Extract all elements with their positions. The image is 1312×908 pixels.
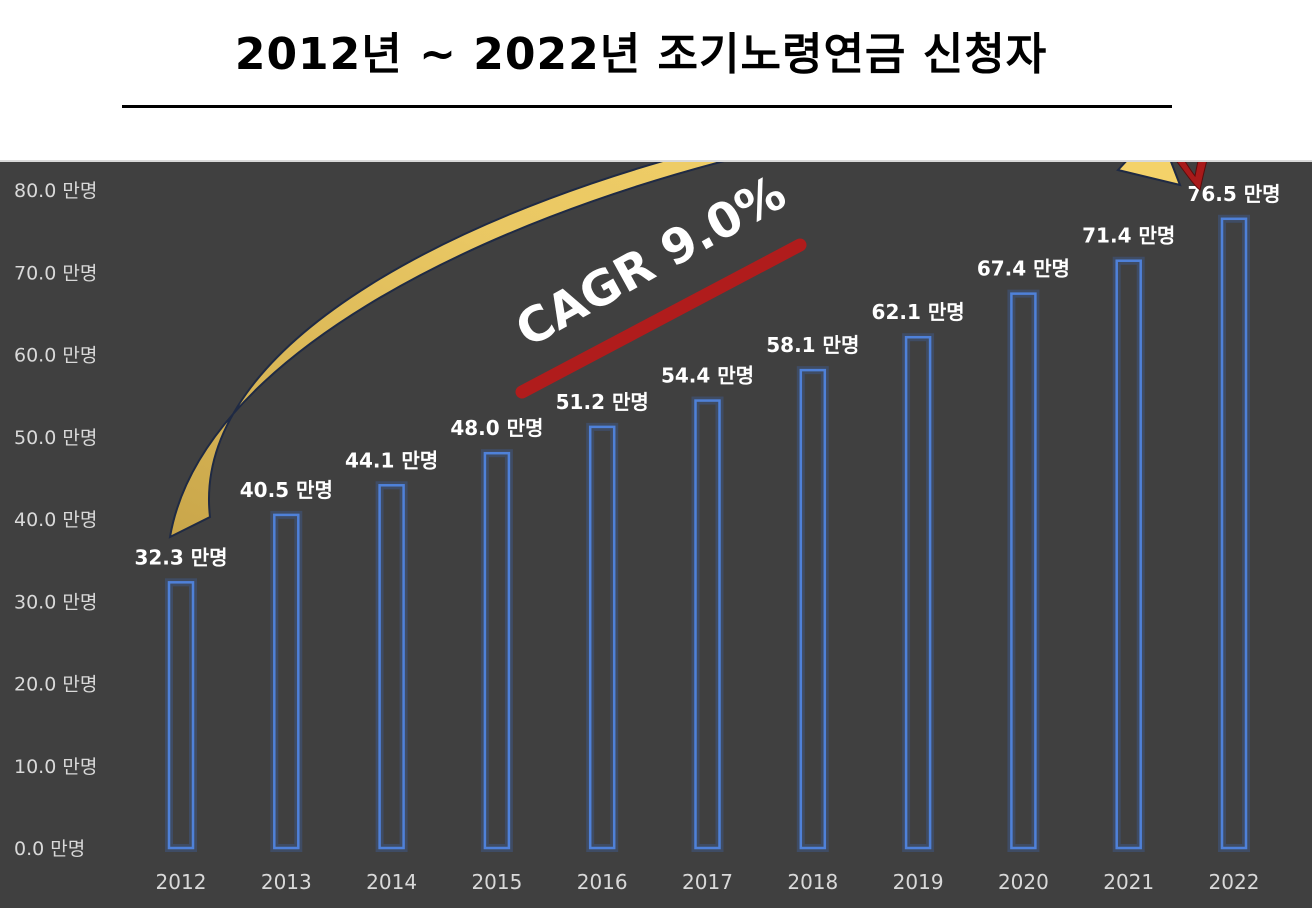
data-label: 48.0 만명 bbox=[450, 416, 543, 440]
bar-2018 bbox=[799, 368, 827, 850]
check-mark-icon bbox=[1176, 162, 1207, 191]
bar-2014 bbox=[378, 484, 405, 850]
data-label: 62.1 만명 bbox=[872, 300, 965, 324]
x-tick-label: 2020 bbox=[998, 870, 1049, 894]
data-labels: 32.3 만명 40.5 만명 44.1 만명 48.0 만명 51.2 만명 54.4 … bbox=[134, 182, 1280, 570]
chart-panel: 0.0 만명 10.0 만명 20.0 만명 30.0 만명 40.0 만명 50.0 만… bbox=[0, 160, 1312, 908]
bar-glow bbox=[480, 449, 513, 852]
y-axis: 0.0 만명 10.0 만명 20.0 만명 30.0 만명 40.0 만명 50.0 만… bbox=[14, 180, 97, 860]
bar-2019 bbox=[904, 335, 932, 850]
bar-glow bbox=[1112, 256, 1145, 853]
growth-arrow-icon bbox=[168, 162, 1182, 539]
y-tick-label: 80.0 만명 bbox=[14, 180, 97, 202]
y-tick-label: 30.0 만명 bbox=[14, 591, 97, 613]
bar-2021 bbox=[1115, 259, 1142, 850]
x-tick-label: 2022 bbox=[1209, 870, 1260, 894]
data-label: 32.3 만명 bbox=[134, 545, 227, 569]
bar-2020 bbox=[1010, 292, 1037, 850]
y-tick-label: 50.0 만명 bbox=[14, 427, 97, 449]
y-tick-label: 10.0 만명 bbox=[14, 756, 97, 778]
y-tick-label: 70.0 만명 bbox=[14, 262, 97, 284]
bar-glow bbox=[691, 396, 724, 852]
data-label: 76.5 만명 bbox=[1187, 182, 1280, 206]
data-label: 51.2 만명 bbox=[556, 390, 649, 414]
bar-2013 bbox=[273, 513, 300, 850]
page-title: 2012년 ~ 2022년 조기노령연금 신청자 bbox=[234, 29, 1048, 80]
x-tick-label: 2012 bbox=[156, 870, 207, 894]
bar-glow bbox=[796, 366, 829, 852]
data-label: 54.4 만명 bbox=[661, 364, 754, 388]
bar-2016 bbox=[588, 425, 616, 850]
bar-glow bbox=[1007, 289, 1040, 852]
y-tick-label: 60.0 만명 bbox=[14, 345, 97, 367]
bar-glow bbox=[165, 578, 197, 852]
x-tick-label: 2015 bbox=[471, 870, 522, 894]
bar-chart: 0.0 만명 10.0 만명 20.0 만명 30.0 만명 40.0 만명 50.0 만… bbox=[14, 162, 1281, 894]
data-label: 67.4 만명 bbox=[977, 257, 1070, 281]
cagr-underline-icon bbox=[515, 238, 807, 399]
bar-glow bbox=[902, 333, 935, 852]
x-tick-label: 2013 bbox=[261, 870, 312, 894]
bar-glow bbox=[1218, 214, 1250, 853]
x-tick-label: 2018 bbox=[787, 870, 838, 894]
y-tick-label: 20.0 만명 bbox=[14, 674, 97, 696]
bar-2015 bbox=[483, 451, 511, 850]
x-axis: 2012 2013 2014 2015 2016 2017 2018 2019 2020 2021… bbox=[156, 870, 1260, 894]
x-tick-label: 2017 bbox=[682, 870, 733, 894]
data-label: 58.1 만명 bbox=[766, 333, 859, 357]
data-label: 40.5 만명 bbox=[240, 478, 333, 502]
bar-2022 bbox=[1220, 217, 1248, 850]
bar-glow bbox=[586, 422, 619, 852]
bar-glow bbox=[375, 481, 408, 852]
x-tick-label: 2021 bbox=[1103, 870, 1154, 894]
data-label: 71.4 만명 bbox=[1082, 224, 1175, 248]
bar-2017 bbox=[694, 399, 721, 850]
x-tick-label: 2019 bbox=[893, 870, 944, 894]
x-tick-label: 2016 bbox=[577, 870, 628, 894]
y-tick-label: 40.0 만명 bbox=[14, 509, 97, 531]
y-tick-label: 0.0 만명 bbox=[14, 838, 85, 860]
bar-glow bbox=[270, 510, 303, 852]
title-underline bbox=[122, 105, 1172, 108]
bars bbox=[165, 214, 1250, 853]
bar-2012 bbox=[167, 581, 195, 850]
x-tick-label: 2014 bbox=[366, 870, 417, 894]
data-label: 44.1 만명 bbox=[345, 448, 438, 472]
